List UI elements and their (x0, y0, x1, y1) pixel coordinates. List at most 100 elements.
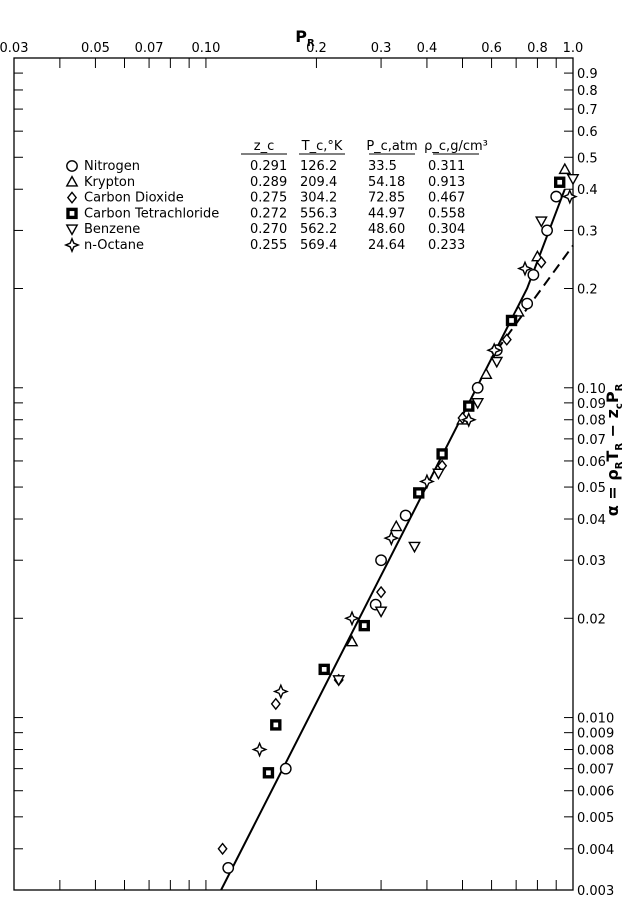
top-axis-title: PR (295, 27, 315, 49)
legend-tc: 209.4 (300, 175, 337, 190)
data-point-triangle-up (558, 162, 572, 175)
data-point-triangle-down (374, 606, 388, 618)
data-point-square-inner (557, 179, 563, 185)
y-tick-label: 0.2 (577, 283, 598, 298)
data-point-square-inner (509, 318, 514, 323)
y-tick-label: 0.03 (577, 554, 606, 569)
legend-rhoc: 0.467 (428, 191, 465, 206)
y-tick-label: 0.005 (577, 811, 614, 826)
legend-pc: 54.18 (368, 175, 405, 190)
legend-zc: 0.291 (250, 159, 287, 174)
legend-pc: 44.97 (368, 206, 405, 221)
data-point-square (436, 448, 448, 460)
y-tick-label: 0.003 (577, 884, 614, 899)
data-point-square-inner (466, 403, 472, 409)
y-tick-label: 0.04 (577, 513, 606, 528)
legend-pc: 72.85 (368, 191, 405, 206)
legend-name: Nitrogen (84, 159, 140, 174)
data-point-triangle-down (566, 174, 580, 186)
legend-tc: 126.2 (300, 159, 337, 174)
legend-header: ρ_c,g/cm³ (424, 139, 488, 154)
legend-marker-square-inner (69, 211, 75, 216)
legend-header: T_c,°K (301, 139, 343, 154)
legend-name: Krypton (84, 175, 135, 190)
y-tick-label: 0.9 (577, 67, 598, 82)
data-point-circle (222, 862, 235, 874)
legend: z_c T_c,°K P_c,atm ρ_c,g/cm³ Nitrogen 0.291 12… (63, 139, 488, 254)
data-point-square (463, 400, 475, 412)
y-tick-label: 0.08 (577, 414, 606, 429)
x-tick-label: 1.0 (563, 41, 584, 56)
data-point-diamond (536, 256, 547, 269)
legend-pc: 24.64 (368, 238, 405, 253)
data-point-circle (471, 381, 484, 394)
legend-header: z_c (254, 139, 274, 154)
legend-rhoc: 0.233 (428, 238, 465, 253)
y-tick-label: 0.009 (577, 727, 614, 742)
data-point-diamond (501, 333, 512, 346)
y-tick-label: 0.010 (577, 712, 614, 727)
data-points (217, 162, 580, 874)
top-axis-title-sub: R (307, 38, 315, 49)
data-point-circle (541, 224, 553, 237)
data-point-triangle-down (471, 398, 485, 410)
y-tick-label: 0.4 (577, 183, 598, 198)
fit-line-solid (220, 188, 566, 891)
x-tick-label: 0.6 (481, 41, 502, 56)
legend-marker-triangle-up (65, 175, 79, 187)
data-point-square (358, 619, 370, 632)
x-tick-label: 0.2 (306, 41, 327, 56)
data-point-star (460, 411, 477, 428)
legend-pc: 33.5 (368, 159, 397, 174)
legend-tc: 569.4 (300, 238, 337, 253)
series-star (251, 188, 578, 758)
x-tick-label: 0.03 (0, 41, 28, 56)
y-tick-label: 0.07 (577, 433, 606, 448)
y-tick-label: 0.3 (577, 224, 598, 239)
data-point-diamond (457, 411, 468, 425)
x-tick-label: 0.05 (81, 41, 110, 56)
legend-rhoc: 0.558 (428, 206, 465, 221)
y-tick-label: 0.09 (577, 397, 606, 412)
legend-zc: 0.270 (250, 222, 287, 237)
fit-lines (220, 188, 574, 891)
data-point-star (516, 260, 534, 277)
data-point-star (383, 530, 400, 547)
data-point-circle (399, 509, 412, 522)
data-point-triangle-down (432, 468, 445, 481)
data-point-triangle-up (479, 367, 493, 379)
series-square (262, 176, 566, 779)
fit-line-dashed (495, 244, 574, 351)
legend-marker-triangle-down (65, 224, 79, 236)
y-tick-label: 0.06 (577, 455, 606, 470)
legend-tc: 304.2 (300, 191, 337, 206)
data-point-triangle-up (389, 519, 403, 532)
legend-pc: 48.60 (368, 222, 405, 237)
legend-header: P_c,atm (366, 139, 417, 154)
y-tick-label: 0.7 (577, 103, 598, 118)
data-point-square-inner (416, 490, 422, 496)
data-point-diamond (376, 585, 387, 599)
legend-rhoc: 0.311 (428, 159, 465, 174)
y-tick-label: 0.6 (577, 125, 598, 140)
plot-frame (13, 57, 574, 891)
data-point-square (262, 767, 275, 779)
legend-marker-star (63, 236, 81, 254)
right-axis-title: α = ρRTR − zcPR (603, 383, 625, 516)
data-point-star (418, 473, 436, 490)
legend-name: n-Octane (84, 238, 144, 253)
legend-tc: 562.2 (300, 222, 337, 237)
legend-marker-diamond (66, 191, 78, 204)
y-tick-label: 0.02 (577, 612, 606, 627)
data-point-circle (279, 762, 292, 775)
data-point-square-inner (361, 623, 367, 628)
x-tick-label: 0.4 (417, 41, 438, 56)
legend-zc: 0.289 (250, 175, 287, 190)
data-point-circle (550, 190, 563, 203)
y-tick-label: 0.8 (577, 84, 598, 99)
legend-zc: 0.255 (250, 238, 287, 253)
data-point-square (554, 176, 566, 188)
plot-border (13, 57, 574, 891)
